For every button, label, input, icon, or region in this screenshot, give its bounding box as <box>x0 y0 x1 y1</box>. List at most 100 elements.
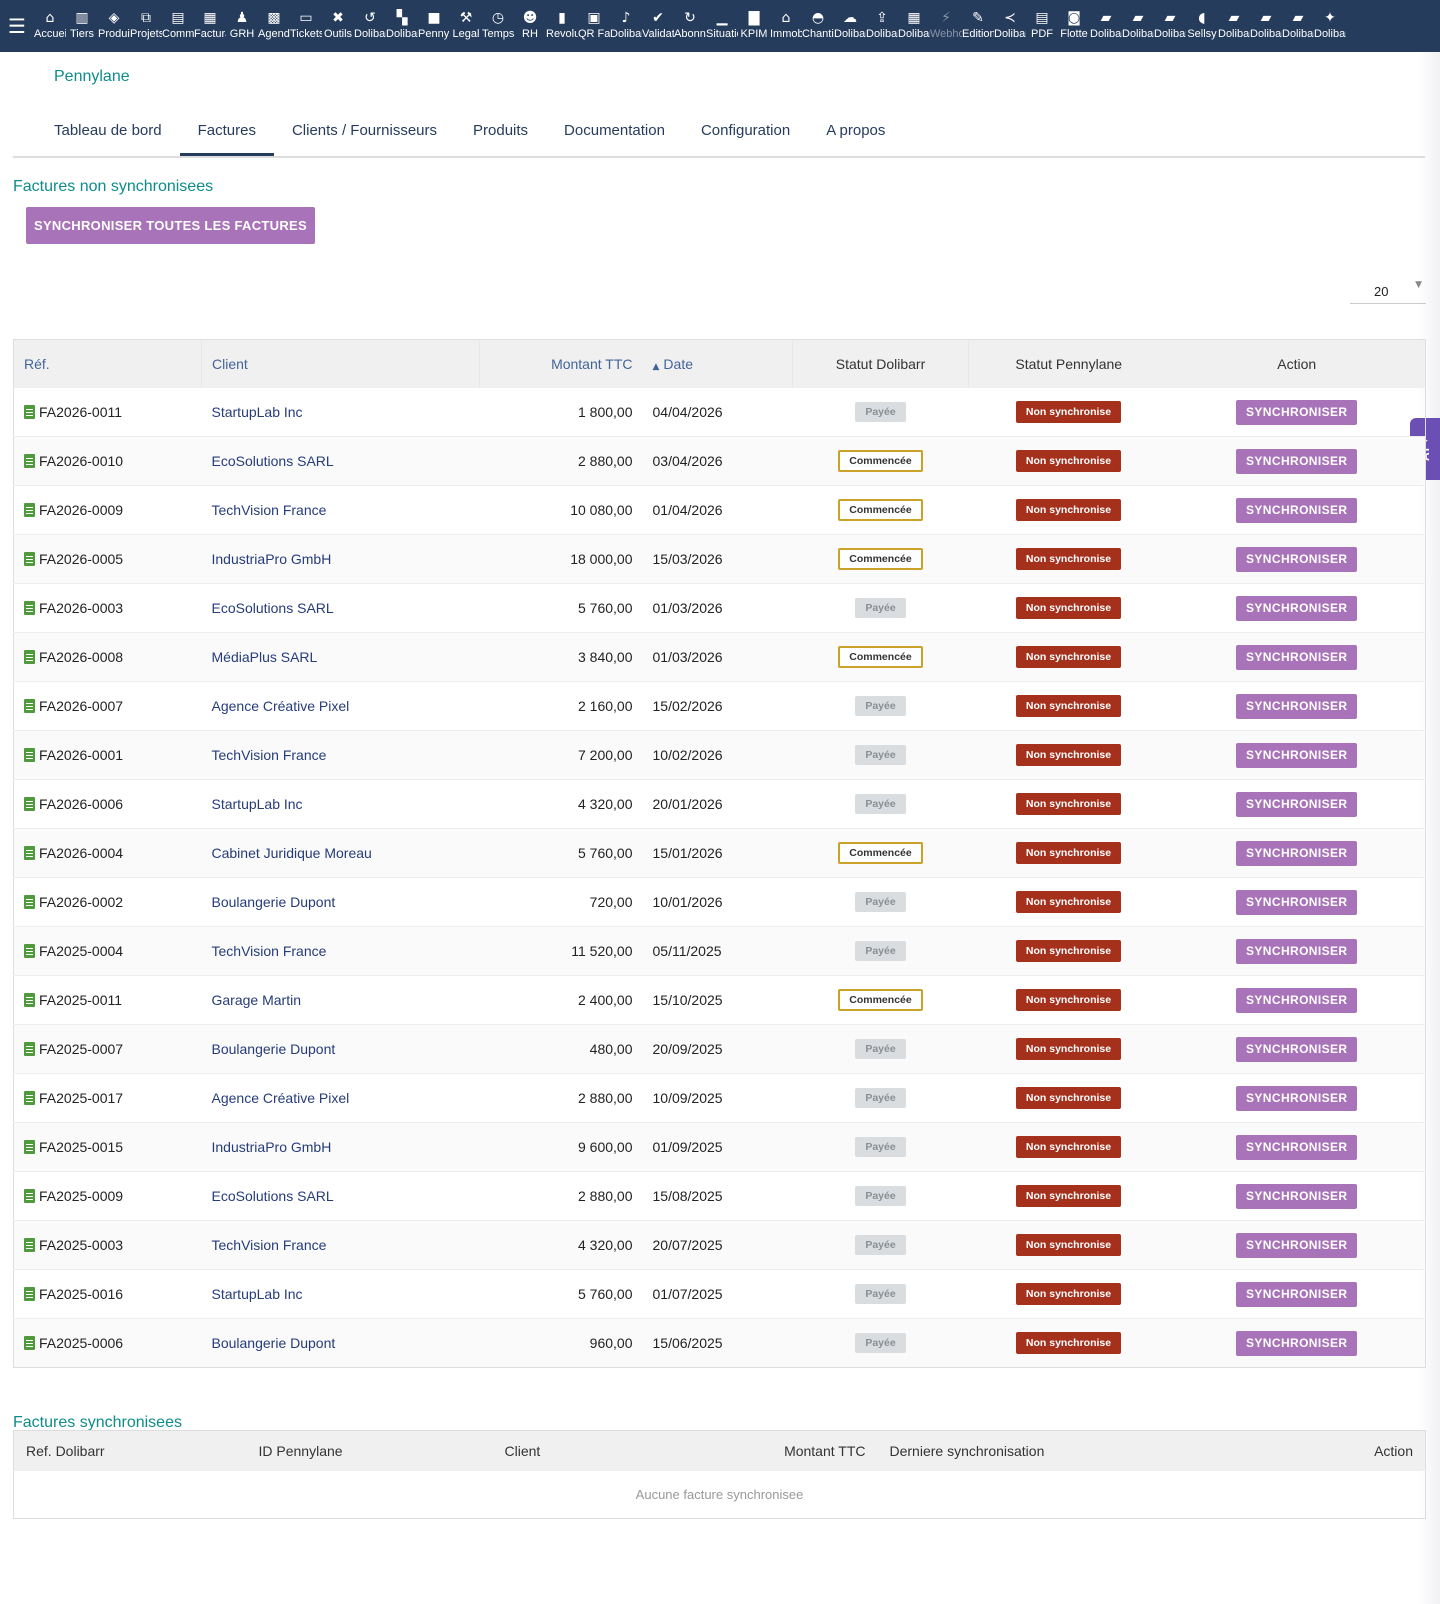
module-30[interactable]: ≺ Dolibarr <box>994 9 1026 41</box>
module-12[interactable]: ■ Pennylane <box>418 9 450 41</box>
sync-invoice-button[interactable]: SYNCHRONISER <box>1236 1330 1358 1356</box>
module-11[interactable]: ▚ Dolibarr <box>386 9 418 41</box>
module-14[interactable]: ◷ Temps <box>482 9 514 41</box>
invoice-ref-link[interactable]: FA2025-0017 <box>39 1090 124 1106</box>
module-34[interactable]: ▰ Dolibarr <box>1122 9 1154 41</box>
module-24[interactable]: ◓ Chantier <box>802 9 834 41</box>
invoice-ref-link[interactable]: FA2026-0003 <box>39 600 124 616</box>
module-6[interactable]: ♟ GRH <box>226 9 258 41</box>
module-17[interactable]: ▣ QR Facture <box>578 9 610 41</box>
module-9[interactable]: ✖ Outils <box>322 9 354 41</box>
sync-invoice-button[interactable]: SYNCHRONISER <box>1236 1134 1358 1160</box>
module-23[interactable]: ⌂ Immobilier <box>770 9 802 41</box>
client-link[interactable]: IndustriaPro GmbH <box>211 1139 332 1155</box>
invoice-ref-link[interactable]: FA2025-0003 <box>39 1237 124 1253</box>
invoice-ref-link[interactable]: FA2026-0002 <box>39 894 124 910</box>
module-20[interactable]: ↻ Abonnements <box>674 9 706 41</box>
invoice-ref-link[interactable]: FA2025-0007 <box>39 1041 124 1057</box>
module-0[interactable]: ⌂ Accueil <box>34 9 66 41</box>
module-29[interactable]: ✎ Edition <box>962 9 994 41</box>
module-7[interactable]: ▩ Agenda <box>258 9 290 41</box>
module-15[interactable]: ☻ RH <box>514 9 546 41</box>
sync-invoice-button[interactable]: SYNCHRONISER <box>1236 644 1358 670</box>
client-link[interactable]: Boulangerie Dupont <box>211 894 336 910</box>
module-35[interactable]: ▰ Dolibarr <box>1154 9 1186 41</box>
tab-clients-fournisseurs[interactable]: Clients / Fournisseurs <box>291 122 438 139</box>
sync-invoice-button[interactable]: SYNCHRONISER <box>1236 840 1358 866</box>
sync-invoice-button[interactable]: SYNCHRONISER <box>1236 399 1358 425</box>
module-38[interactable]: ▰ Dolibarr <box>1250 9 1282 41</box>
module-1[interactable]: ▥ Tiers <box>66 9 98 41</box>
per-page-select[interactable]: 20 ▼ <box>1350 280 1426 304</box>
client-link[interactable]: Agence Créative Pixel <box>211 698 350 714</box>
client-link[interactable]: TechVision France <box>211 502 327 518</box>
tab-documentation[interactable]: Documentation <box>564 122 665 139</box>
header-ref[interactable]: Réf. <box>13 339 202 388</box>
client-link[interactable]: TechVision France <box>211 1237 327 1253</box>
module-36[interactable]: ◖ Sellsy <box>1186 9 1218 41</box>
invoice-ref-link[interactable]: FA2026-0008 <box>39 649 124 665</box>
invoice-ref-link[interactable]: FA2026-0009 <box>39 502 124 518</box>
sync-invoice-button[interactable]: SYNCHRONISER <box>1236 497 1358 523</box>
header-date[interactable]: ▲ Date <box>642 339 793 388</box>
header-client[interactable]: Client <box>201 339 480 388</box>
sync-invoice-button[interactable]: SYNCHRONISER <box>1236 448 1358 474</box>
module-3[interactable]: ⧉ Projets <box>130 9 162 41</box>
client-link[interactable]: TechVision France <box>211 747 327 763</box>
module-40[interactable]: ✦ Dolibarr <box>1314 9 1346 41</box>
module-22[interactable]: ▇ KPIM <box>738 9 770 41</box>
invoice-ref-link[interactable]: FA2026-0010 <box>39 453 124 469</box>
sync-invoice-button[interactable]: SYNCHRONISER <box>1236 938 1358 964</box>
invoice-ref-link[interactable]: FA2026-0011 <box>39 404 123 420</box>
invoice-ref-link[interactable]: FA2026-0007 <box>39 698 124 714</box>
invoice-ref-link[interactable]: FA2025-0015 <box>39 1139 124 1155</box>
invoice-ref-link[interactable]: FA2026-0006 <box>39 796 124 812</box>
module-27[interactable]: ▦ Dolibarr <box>898 9 930 41</box>
client-link[interactable]: TechVision France <box>211 943 327 959</box>
sync-invoice-button[interactable]: SYNCHRONISER <box>1236 595 1358 621</box>
module-8[interactable]: ▭ Tickets <box>290 9 322 41</box>
sync-invoice-button[interactable]: SYNCHRONISER <box>1236 742 1358 768</box>
module-31[interactable]: ▤ PDF <box>1026 9 1058 41</box>
header-amount[interactable]: Montant TTC <box>479 339 643 388</box>
module-39[interactable]: ▰ Dolibarr <box>1282 9 1314 41</box>
sync-invoice-button[interactable]: SYNCHRONISER <box>1236 1281 1358 1307</box>
sync-invoice-button[interactable]: SYNCHRONISER <box>1236 546 1358 572</box>
tab-configuration[interactable]: Configuration <box>700 122 791 139</box>
menu-hamburger-icon[interactable]: ☰ <box>8 15 26 38</box>
client-link[interactable]: Boulangerie Dupont <box>211 1041 336 1057</box>
tab-produits[interactable]: Produits <box>473 122 529 139</box>
sync-invoice-button[interactable]: SYNCHRONISER <box>1236 1232 1358 1258</box>
client-link[interactable]: Garage Martin <box>211 992 301 1008</box>
module-21[interactable]: ▁ Situations <box>706 9 738 41</box>
invoice-ref-link[interactable]: FA2026-0001 <box>39 747 124 763</box>
client-link[interactable]: EcoSolutions SARL <box>211 453 334 469</box>
tab-factures[interactable]: Factures <box>179 108 274 156</box>
module-25[interactable]: ☁ Dolibarr <box>834 9 866 41</box>
sync-invoice-button[interactable]: SYNCHRONISER <box>1236 987 1358 1013</box>
invoice-ref-link[interactable]: FA2025-0006 <box>39 1335 124 1351</box>
module-10[interactable]: ↺ Dolibarr <box>354 9 386 41</box>
module-28[interactable]: ⚡ Webhooks <box>930 9 962 41</box>
sync-invoice-button[interactable]: SYNCHRONISER <box>1236 791 1358 817</box>
module-4[interactable]: ▤ Commercial <box>162 9 194 41</box>
client-link[interactable]: EcoSolutions SARL <box>211 600 334 616</box>
client-link[interactable]: Boulangerie Dupont <box>211 1335 336 1351</box>
client-link[interactable]: Agence Créative Pixel <box>211 1090 350 1106</box>
module-19[interactable]: ✔ Validation <box>642 9 674 41</box>
invoice-ref-link[interactable]: FA2026-0004 <box>39 845 124 861</box>
client-link[interactable]: Cabinet Juridique Moreau <box>211 845 372 861</box>
client-link[interactable]: StartupLab Inc <box>211 1286 303 1302</box>
invoice-ref-link[interactable]: FA2026-0005 <box>39 551 124 567</box>
client-link[interactable]: MédiaPlus SARL <box>211 649 318 665</box>
client-link[interactable]: IndustriaPro GmbH <box>211 551 332 567</box>
sync-invoice-button[interactable]: SYNCHRONISER <box>1236 1085 1358 1111</box>
client-link[interactable]: StartupLab Inc <box>211 404 303 420</box>
sync-all-invoices-button[interactable]: SYNCHRONISER TOUTES LES FACTURES <box>26 207 315 244</box>
module-33[interactable]: ▰ Dolibarr <box>1090 9 1122 41</box>
sync-invoice-button[interactable]: SYNCHRONISER <box>1236 1036 1358 1062</box>
module-2[interactable]: ◈ Produits <box>98 9 130 41</box>
module-32[interactable]: ◙ Flotte <box>1058 9 1090 41</box>
client-link[interactable]: StartupLab Inc <box>211 796 303 812</box>
module-13[interactable]: ⚒ Legal <box>450 9 482 41</box>
